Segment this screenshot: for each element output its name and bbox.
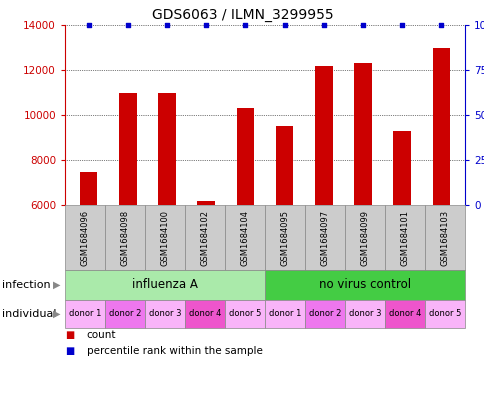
Text: donor 3: donor 3 [149,310,181,318]
Point [397,22,405,28]
Bar [432,48,449,340]
Text: donor 5: donor 5 [228,310,261,318]
Point [85,22,92,28]
Text: GSM1684098: GSM1684098 [120,209,129,266]
Text: influenza A: influenza A [132,279,197,292]
Text: GSM1684100: GSM1684100 [160,209,169,266]
Bar [79,173,97,340]
Point [241,22,249,28]
Bar [197,200,214,340]
Text: GSM1684095: GSM1684095 [280,209,289,266]
Text: donor 4: donor 4 [388,310,420,318]
Bar [314,66,332,340]
Text: donor 4: donor 4 [188,310,221,318]
Point [319,22,327,28]
Text: donor 2: donor 2 [308,310,340,318]
Point [202,22,210,28]
Text: donor 3: donor 3 [348,310,380,318]
Point [163,22,170,28]
Text: GSM1684101: GSM1684101 [400,209,408,266]
Text: GSM1684097: GSM1684097 [320,209,329,266]
Text: percentile rank within the sample: percentile rank within the sample [87,346,262,356]
Text: donor 1: donor 1 [268,310,301,318]
Text: donor 2: donor 2 [108,310,141,318]
Text: donor 5: donor 5 [428,310,460,318]
Bar [119,92,136,340]
Point [437,22,444,28]
Text: GSM1684099: GSM1684099 [360,209,369,266]
Text: ▶: ▶ [53,309,60,319]
Text: GDS6063 / ILMN_3299955: GDS6063 / ILMN_3299955 [151,8,333,22]
Text: no virus control: no virus control [318,279,410,292]
Bar [393,131,410,340]
Text: ■: ■ [65,346,74,356]
Text: GSM1684102: GSM1684102 [200,209,209,266]
Text: GSM1684096: GSM1684096 [80,209,90,266]
Text: infection: infection [2,280,50,290]
Text: count: count [87,330,116,340]
Bar [353,63,371,340]
Bar [275,126,293,340]
Bar [236,108,254,340]
Point [359,22,366,28]
Point [123,22,131,28]
Text: GSM1684103: GSM1684103 [439,209,449,266]
Text: ■: ■ [65,330,74,340]
Text: ▶: ▶ [53,280,60,290]
Bar [158,92,175,340]
Text: individual: individual [2,309,56,319]
Text: donor 1: donor 1 [69,310,101,318]
Text: GSM1684104: GSM1684104 [240,209,249,266]
Point [280,22,288,28]
